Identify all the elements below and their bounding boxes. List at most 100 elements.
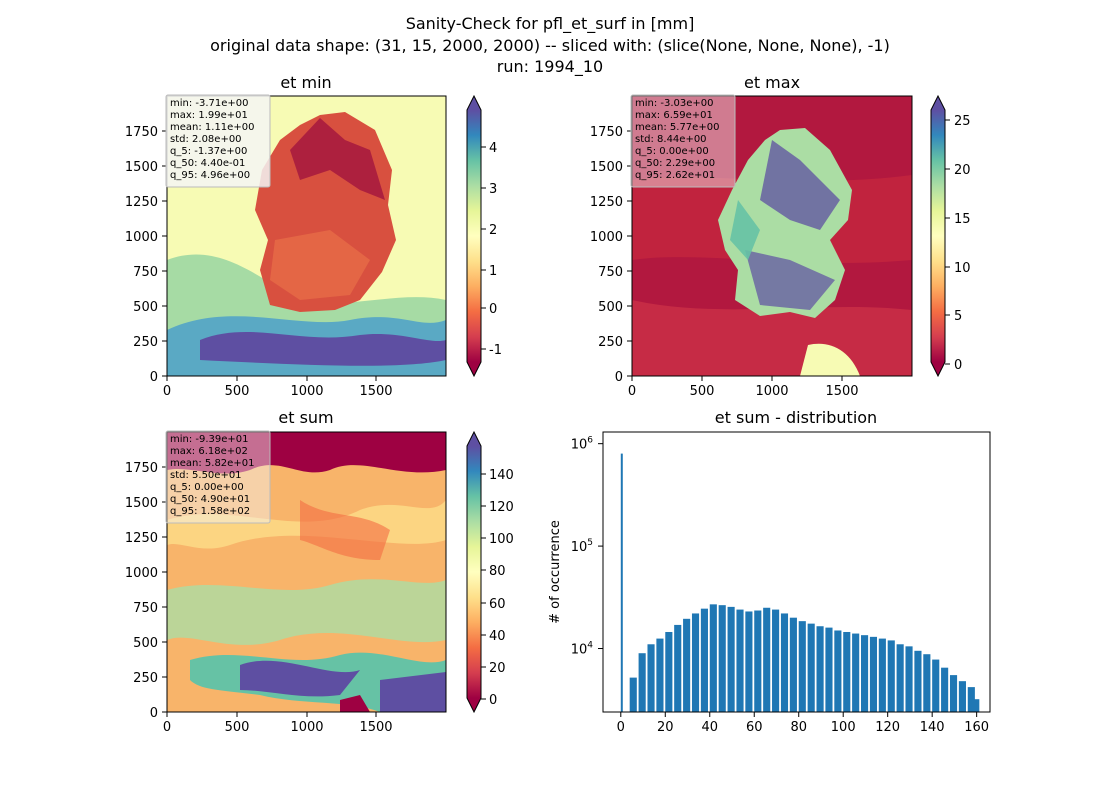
figure-title-line-1: Sanity-Check for pfl_et_surf in [mm]	[406, 14, 695, 34]
x-tick-label: 100	[831, 720, 856, 735]
histogram-bar	[718, 605, 726, 712]
histogram-bar	[843, 631, 851, 712]
y-tick-label: 1250	[125, 531, 158, 546]
stats-box: min: -3.03e+00 max: 6.59e+01 mean: 5.77e…	[630, 94, 736, 188]
x-axis: 0 20 40 60 80 100 120 140 160	[617, 712, 989, 735]
colorbar-tick-label: 0	[489, 693, 497, 708]
colorbar-tick-label: 100	[489, 532, 514, 547]
x-tick-label: 120	[875, 720, 900, 735]
x-tick-label: 1500	[825, 384, 858, 399]
panel-title: et sum - distribution	[715, 408, 877, 427]
histogram-bar	[869, 636, 878, 712]
y-axis: 0 250 500 750 1000 1250 1500 1750	[125, 461, 167, 721]
figure-title-line-2: original data shape: (31, 15, 2000, 2000…	[210, 36, 890, 55]
histogram-bar	[754, 610, 762, 712]
y-tick-label: 250	[598, 335, 623, 350]
histogram-bar	[949, 675, 958, 712]
histogram-bar	[656, 638, 664, 712]
panel-title: et sum	[278, 408, 333, 427]
histogram-bar	[780, 613, 789, 712]
stat-line: max: 1.99e+01	[170, 110, 248, 121]
panel-title: et max	[744, 73, 800, 92]
stat-line: q_95: 4.96e+00	[170, 170, 250, 181]
colorbar-tick-label: 20	[489, 661, 506, 676]
colorbar-tick-label: 10	[954, 261, 971, 276]
histogram-bar	[967, 687, 975, 712]
histogram-bar	[620, 453, 623, 712]
colorbar-tick-label: 40	[489, 629, 506, 644]
colorbar-tick-label: 15	[954, 212, 971, 227]
histogram-bar	[958, 681, 966, 712]
stat-line: mean: 1.11e+00	[170, 122, 254, 133]
histogram-bars	[620, 453, 980, 712]
histogram-bar	[674, 624, 682, 712]
y-tick-label: 1750	[590, 125, 623, 140]
y-tick-label: 0	[150, 370, 158, 385]
y-tick-label: 1000	[125, 230, 158, 245]
y-axis: 104 105 106	[571, 436, 603, 658]
stat-line: q_50: 2.29e+00	[635, 158, 715, 169]
histogram-bar	[932, 659, 940, 712]
colorbar-tick-label: 1	[489, 264, 497, 279]
y-tick-label: 105	[571, 538, 593, 555]
x-tick-label: 1500	[359, 384, 392, 399]
histogram-bar	[700, 608, 708, 712]
histogram-bar	[887, 640, 895, 712]
y-tick-label: 0	[615, 370, 623, 385]
stat-line: min: -3.71e+00	[170, 98, 249, 109]
y-axis-label: # of occurrence	[548, 520, 563, 624]
colorbar-tick-label: 20	[954, 163, 971, 178]
histogram-bar	[736, 609, 744, 712]
x-tick-label: 0	[163, 384, 171, 399]
colorbar-tick-label: 4	[489, 141, 497, 156]
y-tick-label: 1500	[125, 496, 158, 511]
stat-line: q_50: 4.90e+01	[170, 494, 250, 505]
histogram-bar	[825, 627, 833, 712]
histogram-bar	[861, 635, 869, 712]
histogram-bar	[638, 653, 646, 712]
stat-line: max: 6.18e+02	[170, 446, 248, 457]
y-tick-label: 500	[598, 300, 623, 315]
stat-line: min: -9.39e+01	[170, 434, 249, 445]
histogram-bar	[834, 630, 842, 712]
y-tick-label: 1000	[125, 566, 158, 581]
stat-line: max: 6.59e+01	[635, 110, 713, 121]
stat-line: q_5: -1.37e+00	[170, 146, 247, 157]
colorbar: 0 5 10 15 20 25	[930, 94, 971, 378]
histogram-bar	[691, 613, 700, 712]
y-tick-label: 1000	[590, 230, 623, 245]
x-tick-label: 500	[225, 720, 250, 735]
x-tick-label: 60	[746, 720, 763, 735]
x-tick-label: 20	[657, 720, 674, 735]
histogram-bar	[629, 677, 637, 712]
colorbar: 0 20 40 60 80 100 120 140	[466, 430, 514, 714]
x-tick-label: 500	[690, 384, 715, 399]
stat-line: q_5: 0.00e+00	[170, 482, 244, 493]
histogram-bar	[727, 606, 735, 712]
histogram-bar	[896, 644, 904, 712]
x-tick-label: 0	[163, 720, 171, 735]
y-tick-label: 750	[133, 265, 158, 280]
y-tick-label: 1750	[125, 461, 158, 476]
panel-et-max: et max 0 500 1000 1500 0 250 500 750 100…	[590, 73, 971, 399]
y-axis: 0 250 500 750 1000 1250 1500 1750	[125, 125, 167, 385]
y-tick-label: 1500	[590, 160, 623, 175]
histogram-bar	[914, 650, 922, 712]
x-tick-label: 40	[701, 720, 718, 735]
histogram-bar	[905, 646, 913, 712]
stats-box: min: -9.39e+01 max: 6.18e+02 mean: 5.82e…	[165, 430, 271, 524]
y-tick-label: 0	[150, 706, 158, 721]
colorbar-tick-label: 60	[489, 597, 506, 612]
y-tick-label: 106	[571, 436, 594, 453]
x-tick-label: 1000	[755, 384, 788, 399]
stats-box: min: -3.71e+00 max: 1.99e+01 mean: 1.11e…	[165, 94, 271, 188]
histogram-bar	[709, 604, 717, 712]
panel-title: et min	[280, 73, 331, 92]
y-tick-label: 1750	[125, 125, 158, 140]
x-tick-label: 0	[617, 720, 625, 735]
histogram-bar	[798, 621, 806, 712]
stat-line: q_50: 4.40e-01	[170, 158, 245, 169]
y-tick-label: 104	[571, 641, 594, 658]
histogram-bar	[665, 631, 673, 712]
panel-et-sum-distribution: et sum - distribution 0 20 40 60 80 100 120 140…	[548, 408, 991, 735]
